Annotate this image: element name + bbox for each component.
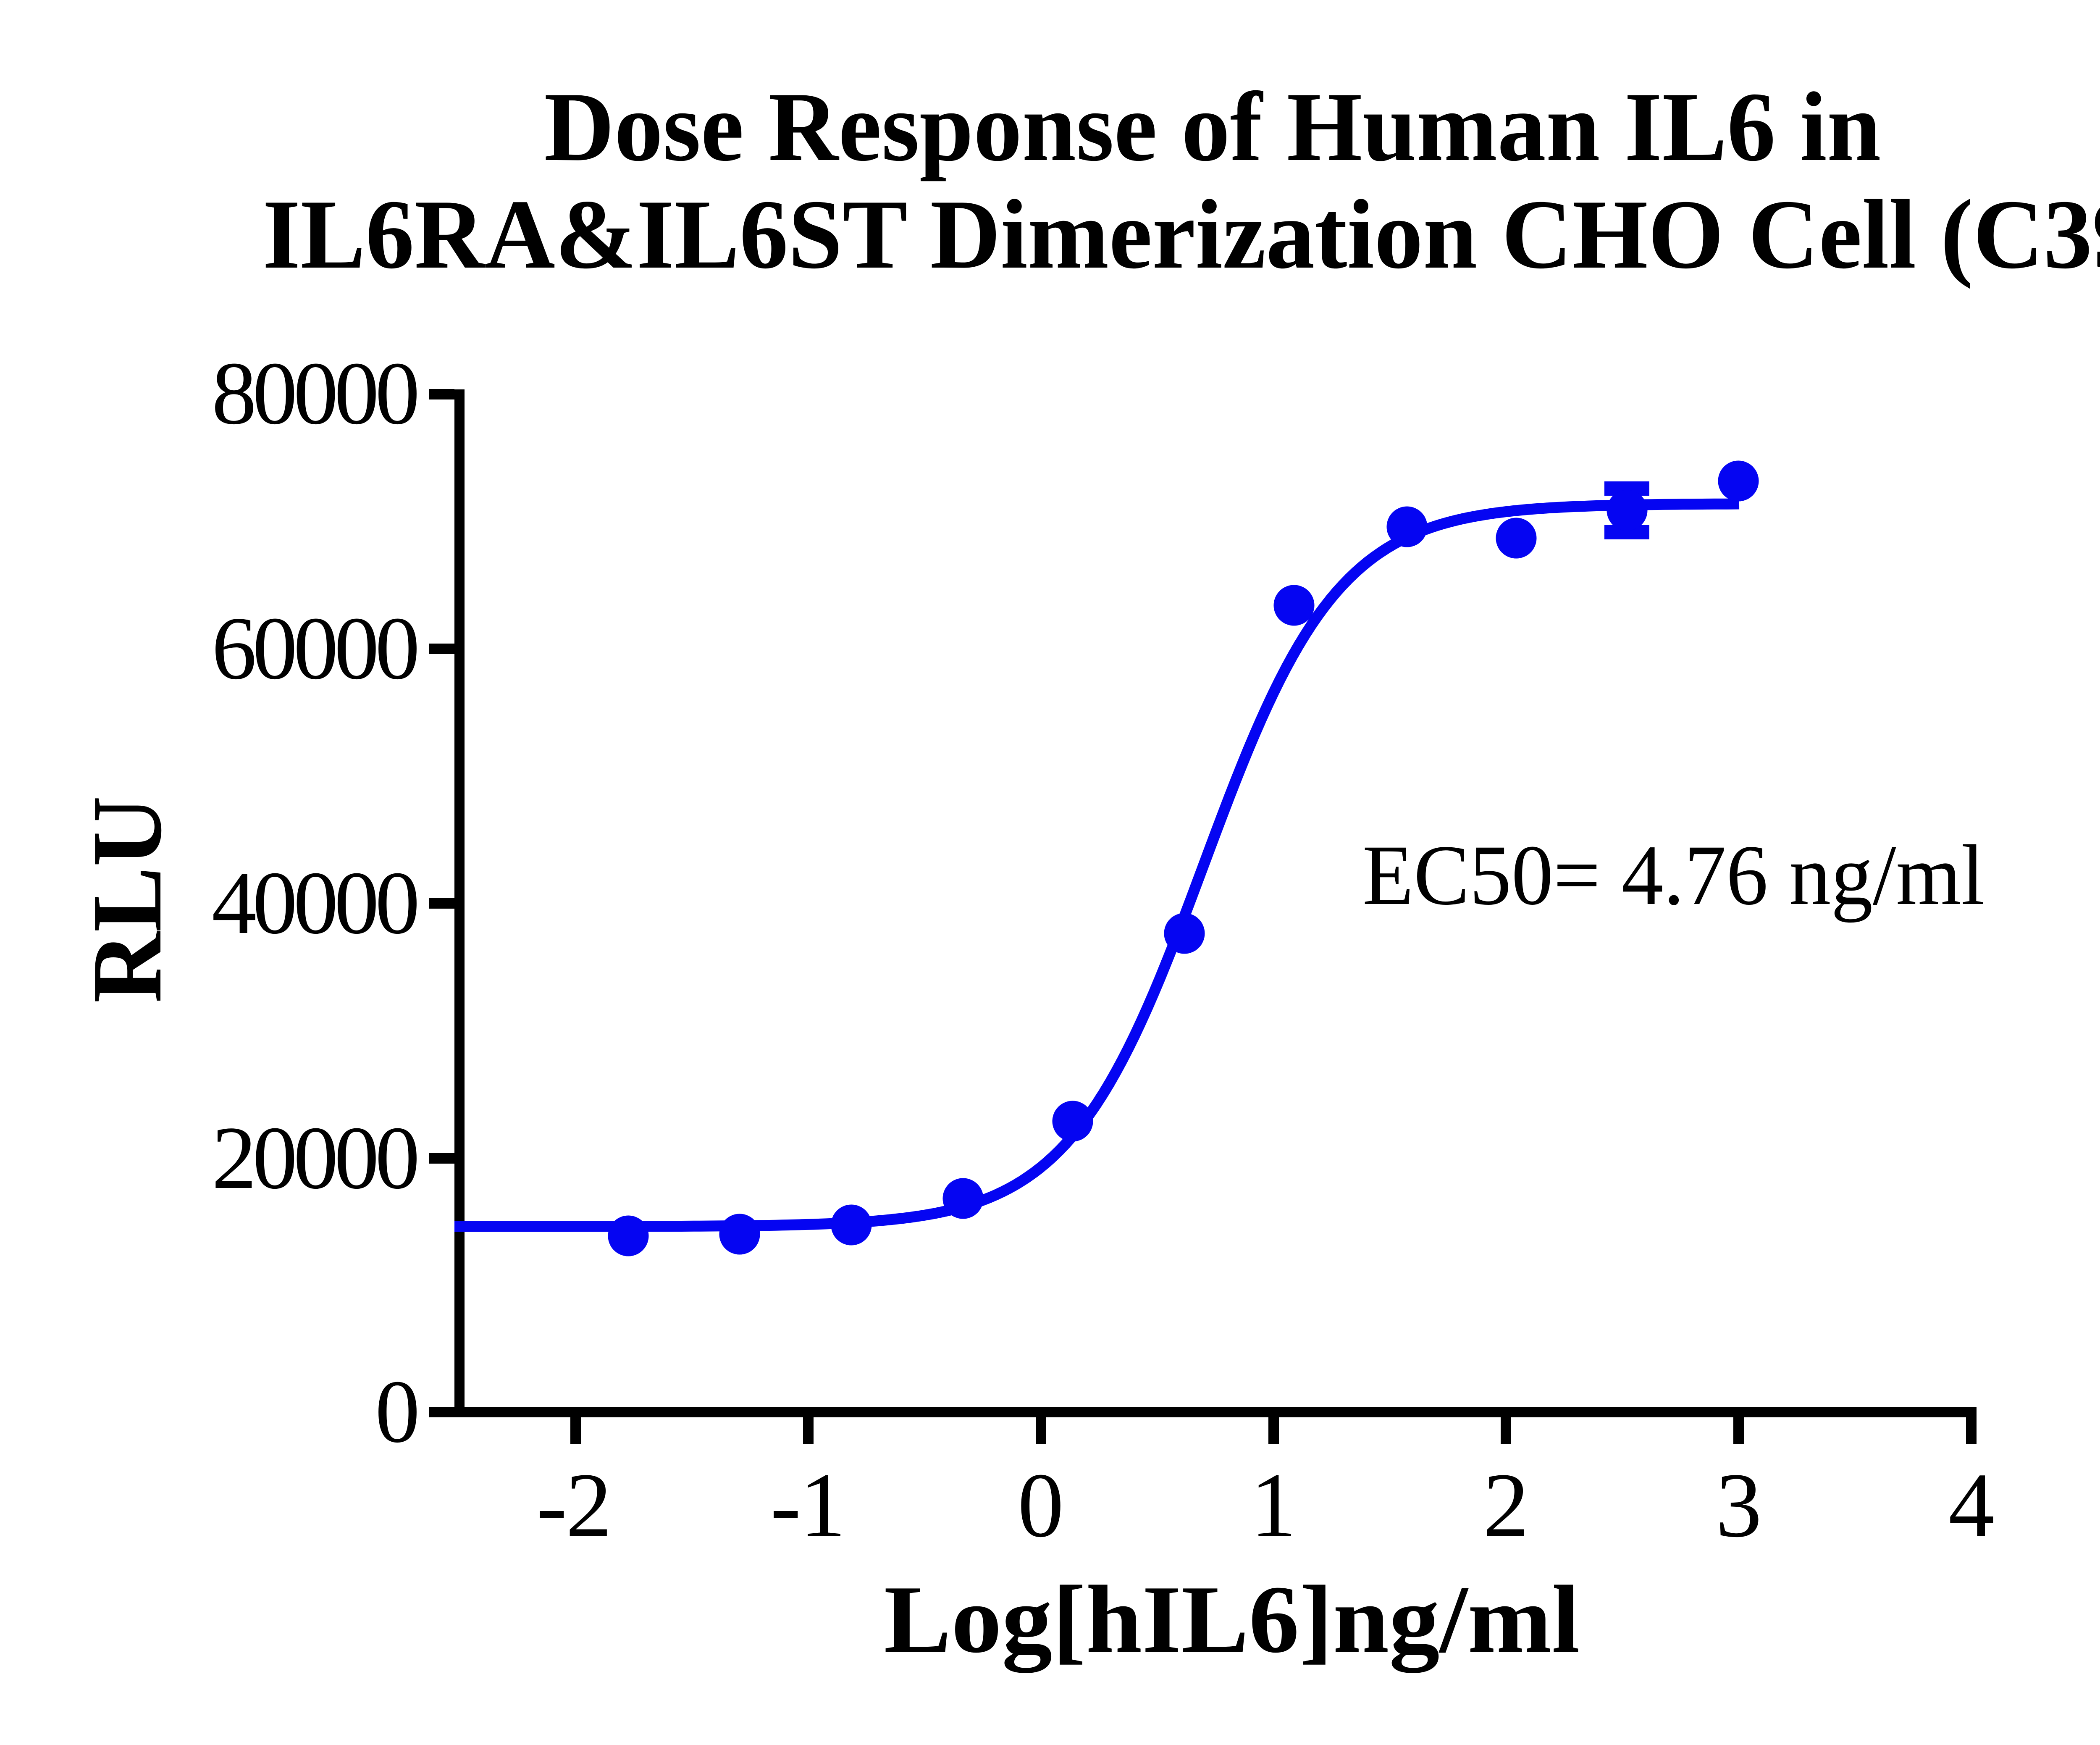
svg-text:Log[hIL6]ng/ml: Log[hIL6]ng/ml xyxy=(884,1566,1580,1673)
svg-text:2: 2 xyxy=(1483,1454,1529,1556)
svg-text:80000: 80000 xyxy=(212,344,420,443)
svg-text:-2: -2 xyxy=(536,1454,612,1556)
svg-text:3: 3 xyxy=(1716,1454,1762,1556)
svg-text:EC50= 4.76 ng/ml: EC50= 4.76 ng/ml xyxy=(1362,828,1984,923)
svg-text:Dose Response of Human IL6 in: Dose Response of Human IL6 in xyxy=(544,72,1881,182)
svg-text:-1: -1 xyxy=(770,1454,846,1556)
svg-text:4: 4 xyxy=(1948,1454,1995,1556)
svg-text:IL6RA&IL6ST Dimerization CHO C: IL6RA&IL6ST Dimerization CHO Cell (C39) xyxy=(262,180,2100,289)
svg-text:20000: 20000 xyxy=(212,1108,420,1208)
svg-text:1: 1 xyxy=(1250,1454,1297,1556)
svg-text:RLU: RLU xyxy=(72,796,182,1003)
svg-text:0: 0 xyxy=(375,1362,420,1461)
svg-text:60000: 60000 xyxy=(212,599,420,698)
svg-text:40000: 40000 xyxy=(212,853,420,953)
svg-text:0: 0 xyxy=(1018,1454,1064,1556)
